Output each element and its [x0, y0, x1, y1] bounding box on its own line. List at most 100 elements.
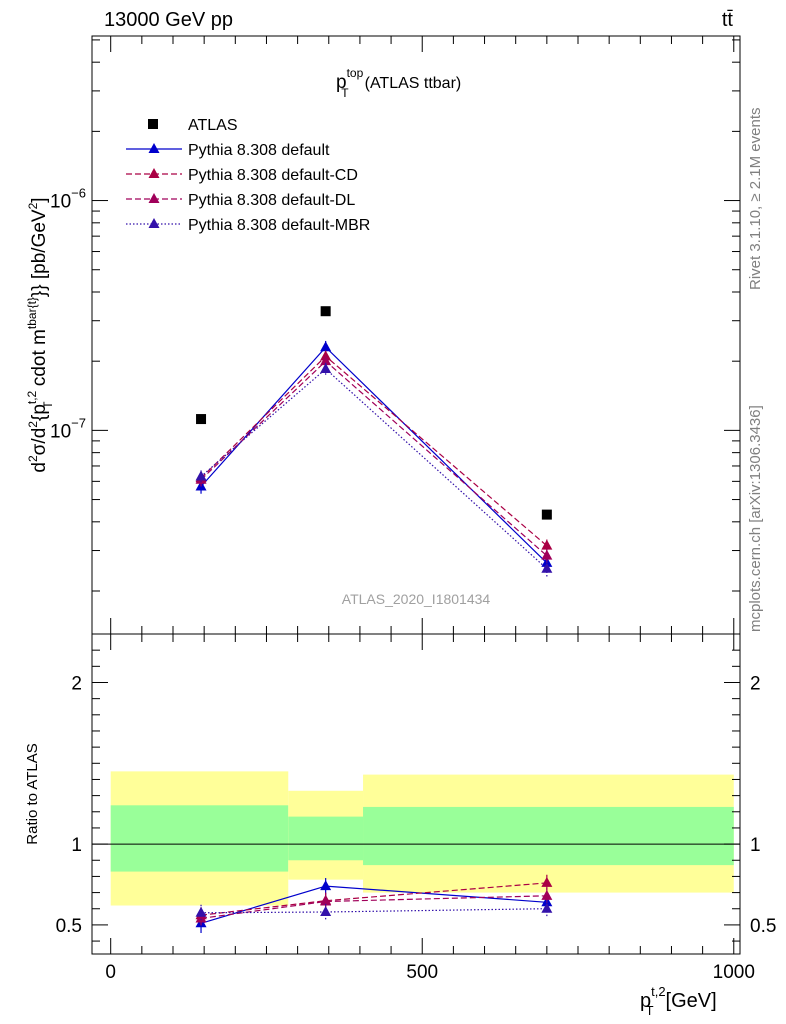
legend-label: Pythia 8.308 default-MBR	[188, 217, 370, 234]
legend-entry-0: ATLAS	[148, 117, 238, 134]
header-process: tt̄	[722, 9, 734, 31]
ylabel-sup-gev2: 2	[26, 202, 40, 209]
ratio-marker	[541, 889, 553, 900]
main-series-line	[200, 360, 548, 557]
main-marker	[195, 470, 207, 481]
main-marker	[541, 562, 553, 573]
legend-entry-3: Pythia 8.308 default-DL	[126, 192, 355, 209]
ytick-exp: −7	[71, 415, 86, 430]
atlas-data-point	[196, 414, 207, 425]
main-series-2	[195, 350, 553, 553]
ytick-exp: −6	[71, 186, 86, 201]
ylabel-slash-d: /d	[29, 428, 50, 444]
main-marker	[320, 341, 332, 352]
ratio-series-line	[200, 882, 547, 916]
rivet-version-label: Rivet 3.1.10, ≥ 2.1M events	[747, 108, 764, 291]
ratio-ytick-label-right: 0.5	[750, 916, 776, 937]
legend-label: Pythia 8.308 default-DL	[188, 192, 355, 209]
main-series-0	[196, 306, 552, 520]
ratio-marker	[320, 880, 332, 891]
legend-triangle-icon	[148, 168, 160, 178]
ratio-ticks: 0.5 0.5 1 1 2 2 0 500 1000	[56, 634, 776, 983]
atlas-data-point	[320, 306, 331, 317]
ratio-band-green	[363, 806, 734, 866]
legend-label: Pythia 8.308 default	[188, 142, 330, 159]
ylabel-sup-2: 2	[26, 455, 40, 462]
ratio-xtick-label: 0	[105, 962, 116, 983]
ratio-marker	[195, 906, 207, 917]
ratio-ytick-label-right: 1	[750, 835, 761, 856]
main-marker	[320, 355, 332, 366]
legend-triangle-icon	[148, 193, 160, 203]
main-title: ptop T (ATLAS ttbar)	[336, 66, 461, 100]
ratio-xtick-label: 1000	[713, 962, 755, 983]
title-p: p	[336, 72, 347, 93]
xlabel-sup: t,2	[651, 984, 665, 999]
ratio-frame	[91, 633, 741, 955]
legend: ATLAS Pythia 8.308 default Pythia 8.308 de…	[126, 117, 370, 234]
legend-label: Pythia 8.308 default-CD	[188, 167, 358, 184]
ratio-series-line	[200, 908, 547, 914]
ratio-ytick-label: 0.5	[56, 916, 82, 937]
ytick-base: 10	[50, 192, 71, 213]
ratio-ylabel: Ratio to ATLAS	[24, 743, 41, 844]
ratio-marker	[541, 876, 553, 887]
ratio-ytick-label: 2	[71, 673, 82, 694]
ratio-series-3	[195, 900, 553, 921]
title-sub: T	[341, 86, 349, 100]
ratio-xlabel: pt,2 T [GeV]	[640, 984, 717, 1018]
title-sup: top	[347, 66, 364, 80]
legend-triangle-icon	[148, 218, 160, 228]
ylabel-sup-2b: 2	[26, 421, 40, 428]
ratio-marker	[541, 902, 553, 913]
ratio-series-line	[200, 895, 547, 919]
main-marker	[541, 539, 553, 550]
mcplots-label: mcplots.cern.ch [arXiv:1306.3436]	[747, 405, 764, 632]
ratio-marker	[195, 912, 207, 923]
legend-square-icon	[148, 119, 158, 129]
legend-entry-4: Pythia 8.308 default-MBR	[126, 217, 370, 234]
xlabel-sub: T	[646, 1003, 654, 1018]
atlas-data-point	[541, 509, 552, 520]
legend-label: ATLAS	[188, 117, 238, 134]
main-series-3	[195, 355, 553, 563]
ylabel-cdot-m: cdot m	[29, 329, 50, 391]
ylabel-sub-T: T	[41, 401, 55, 409]
main-series-4	[195, 362, 553, 578]
ratio-marker	[320, 895, 332, 906]
svg-text:d2σ/d2{pt,2T cdot mtbar{t}}} [: d2σ/d2{pt,2T cdot mtbar{t}}} [pb/GeV2]	[25, 197, 55, 472]
ratio-plot-content	[92, 771, 740, 933]
ratio-band-green	[288, 816, 364, 861]
ratio-xtick-label: 500	[406, 962, 438, 983]
main-ytick-label: 10−7	[50, 415, 86, 442]
main-series-line	[200, 368, 548, 570]
title-rest: (ATLAS ttbar)	[365, 75, 462, 92]
legend-entry-2: Pythia 8.308 default-CD	[126, 167, 358, 184]
legend-triangle-icon	[148, 143, 160, 153]
main-ylabel: d2σ/d2{pt,2T cdot mtbar{t}}} [pb/GeV2]	[25, 197, 55, 472]
main-marker	[320, 362, 332, 373]
xlabel-rest: [GeV]	[666, 990, 717, 1012]
main-series-line	[200, 355, 548, 547]
main-series-1	[195, 340, 553, 571]
ytick-base: 10	[50, 421, 71, 442]
header-energy: 13000 GeV pp	[104, 9, 233, 31]
ratio-ytick-label: 1	[71, 835, 82, 856]
ratio-marker	[320, 905, 332, 916]
ratio-band-green	[110, 805, 289, 872]
ylabel-brace-p: {p	[29, 404, 50, 421]
main-ticks: 10−710−6	[50, 36, 740, 634]
ylabel-sup-t2: t,2	[25, 390, 39, 404]
ylabel-d: d	[29, 462, 50, 473]
xlabel-p: p	[640, 990, 651, 1012]
main-plot-content	[195, 306, 553, 578]
main-series-line	[200, 346, 548, 564]
analysis-watermark: ATLAS_2020_I1801434	[342, 591, 491, 607]
ratio-ytick-label-right: 2	[750, 673, 761, 694]
ylabel-sigma: σ	[29, 443, 50, 455]
main-panel: 10−710−6 ptop T(ATLAS ttbar) ATLAS_2020_I…	[25, 35, 741, 635]
ylabel-bracket: ]	[29, 197, 50, 202]
ylabel-close: }} [pb/GeV	[29, 209, 50, 297]
ylabel-sup-tbar: tbar{t}	[25, 297, 39, 329]
